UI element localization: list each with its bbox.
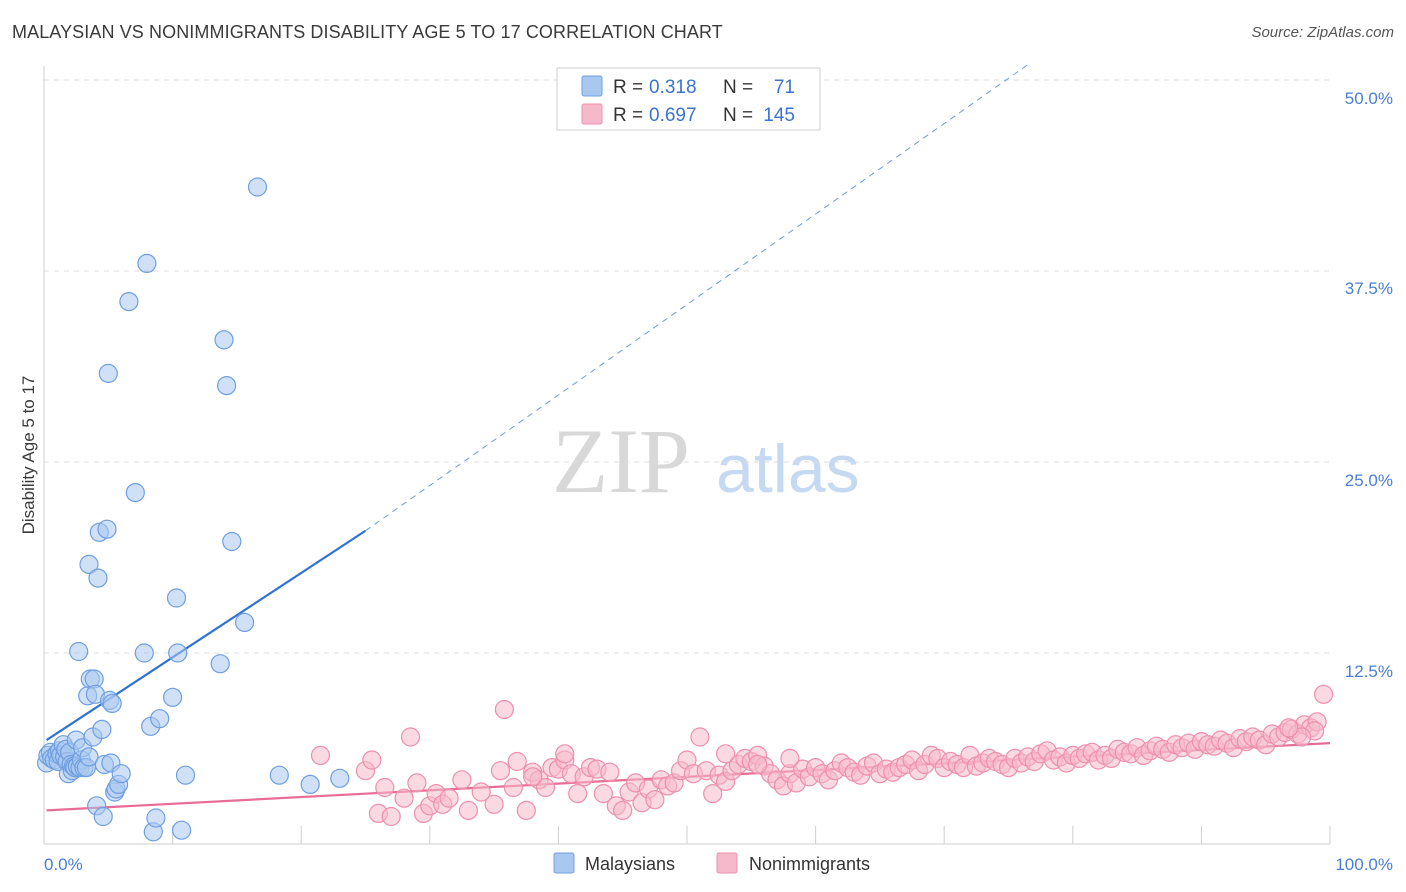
legend: R = 0.318 N = 71 R = 0.697 N = 145 (556, 67, 821, 131)
malaysians-point (166, 588, 187, 608)
nonimmigrants-point (593, 783, 614, 804)
malaysians-point (235, 612, 255, 633)
malaysians-point (98, 363, 118, 383)
nonimmigrants-point (780, 748, 800, 769)
axes: 12.5% 25.0% 37.5% 50.0% 0.0% 100.0% (43, 66, 1393, 874)
nonimmigrants-point (516, 800, 536, 821)
nonimmigrants-point (439, 788, 459, 808)
nonimmigrants-point (484, 794, 504, 814)
malaysians-point (222, 531, 242, 552)
gridlines (44, 79, 1330, 654)
nonimmigrants-point (471, 782, 491, 802)
malaysians-point (150, 709, 170, 729)
nonimmigrants-point (394, 788, 414, 808)
nonimmigrants-point (535, 777, 556, 798)
nonimmigrants-point (690, 727, 710, 747)
nonimmigrants-point (1279, 718, 1299, 738)
nonimmigrants-point (400, 727, 421, 747)
nonimmigrants-point (568, 783, 588, 804)
malaysians-point (119, 292, 139, 312)
watermark-zip: ZIP (552, 410, 690, 512)
legend-n-value-2: 145 (763, 105, 795, 126)
legend-n-label-1: N = (723, 77, 753, 98)
legend-n-value-1: 71 (774, 77, 795, 98)
malaysians-point (175, 765, 196, 785)
nonimmigrants-point (613, 800, 633, 821)
legend-swatch-malaysians (581, 75, 603, 97)
malaysians-point (214, 330, 234, 350)
malaysians-point (125, 483, 145, 503)
nonimmigrants-point (523, 767, 543, 787)
malaysians-point (330, 768, 350, 788)
nonimmigrants-point (600, 762, 620, 782)
nonimmigrants-point (458, 800, 478, 821)
malaysians-point (97, 519, 117, 539)
malaysians-point (163, 687, 183, 707)
nonimmigrants-point (375, 777, 395, 798)
nonimmigrants-point (555, 744, 575, 764)
malaysians-point (92, 719, 112, 740)
bottom-legend-swatch-malaysians (553, 852, 575, 874)
malaysians-point (210, 654, 230, 674)
nonimmigrants-point (407, 773, 427, 793)
bottom-legend: Malaysians Nonimmigrants (553, 852, 870, 874)
nonimmigrants-point (362, 750, 382, 770)
legend-r-value-2: 0.697 (649, 105, 697, 126)
malaysians-point (247, 177, 268, 197)
malaysians-point (134, 643, 154, 663)
malaysians-point (269, 765, 289, 785)
nonimmigrants-point (310, 745, 331, 766)
y-tick-label: 12.5% (1345, 662, 1393, 681)
malaysians-point (79, 554, 99, 575)
nonimmigrants-point (1313, 684, 1334, 704)
bottom-legend-swatch-nonimmigrants (716, 852, 738, 874)
bottom-legend-malaysians: Malaysians (585, 854, 675, 874)
legend-swatch-nonimmigrants (581, 103, 603, 125)
source-credit: Source: ZipAtlas.com (1251, 24, 1394, 41)
malaysians-point (79, 747, 99, 767)
malaysians-point (172, 820, 192, 840)
watermark-atlas: atlas (716, 431, 860, 507)
legend-n-label-2: N = (723, 105, 753, 126)
malaysians-trend-line (45, 529, 367, 742)
legend-r-label-2: R = (613, 105, 643, 126)
data-points (36, 177, 1334, 842)
nonimmigrants-point (452, 770, 472, 790)
malaysians-point (111, 764, 131, 784)
y-tick-label: 50.0% (1345, 89, 1393, 108)
legend-r-value-1: 0.318 (649, 77, 697, 98)
malaysians-point (69, 641, 89, 662)
legend-r-label-1: R = (613, 77, 643, 98)
malaysians-point (300, 774, 320, 795)
chart-title: MALAYSIAN VS NONIMMIGRANTS DISABILITY AG… (12, 22, 723, 42)
malaysians-point (146, 808, 166, 828)
malaysians-point (102, 693, 122, 714)
nonimmigrants-point (715, 744, 736, 764)
nonimmigrants-point (490, 761, 511, 781)
nonimmigrants-point (507, 751, 527, 772)
nonimmigrants-point (748, 754, 768, 775)
y-tick-label: 37.5% (1345, 279, 1393, 298)
malaysians-point (217, 376, 237, 396)
nonimmigrants-point (703, 783, 723, 804)
malaysians-point (88, 568, 108, 588)
y-axis-label: Disability Age 5 to 17 (19, 376, 38, 535)
nonimmigrants-point (645, 790, 665, 810)
y-tick-label: 25.0% (1345, 471, 1393, 490)
malaysians-point (93, 806, 113, 827)
malaysians-point (168, 643, 188, 663)
malaysians-point (137, 253, 157, 273)
malaysians-trend-extension (365, 64, 1029, 532)
x-tick-label-right: 100.0% (1335, 855, 1393, 874)
nonimmigrants-point (381, 806, 401, 827)
bottom-legend-nonimmigrants: Nonimmigrants (749, 854, 870, 874)
nonimmigrants-point (503, 777, 524, 798)
x-tick-label-left: 0.0% (44, 855, 83, 874)
nonimmigrants-point (494, 699, 514, 720)
